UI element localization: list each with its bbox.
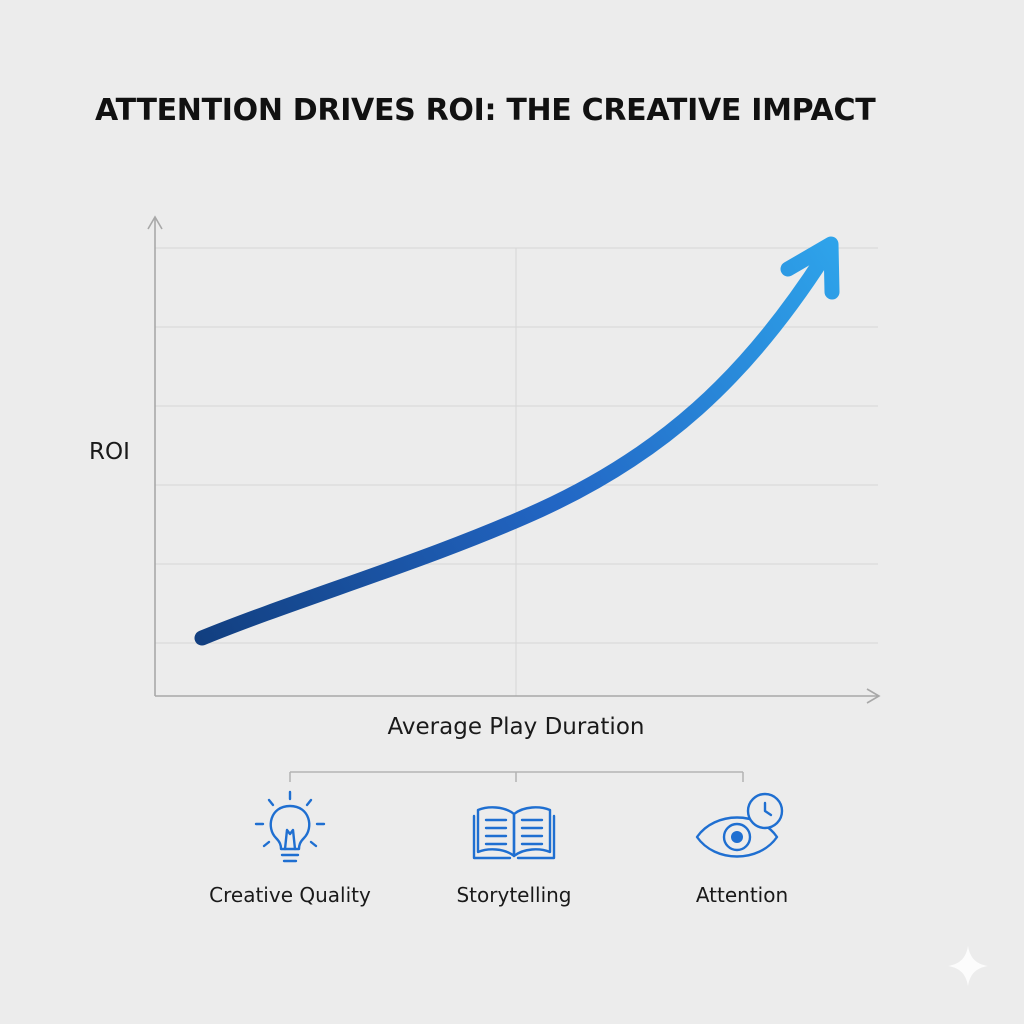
sparkle-icon bbox=[948, 946, 988, 986]
lightbulb-icon bbox=[254, 790, 326, 863]
y-axis-arrowhead bbox=[147, 215, 163, 230]
open-book-icon bbox=[472, 806, 556, 860]
trend-arrowhead bbox=[780, 236, 840, 300]
gridlines bbox=[155, 247, 878, 696]
x-axis-label: Average Play Duration bbox=[388, 714, 645, 740]
factor-label-attention: Attention bbox=[696, 883, 788, 907]
eye-clock-icon bbox=[695, 792, 784, 858]
trend-series bbox=[194, 236, 840, 646]
factor-label-creative-quality: Creative Quality bbox=[209, 883, 371, 907]
factor-label-storytelling: Storytelling bbox=[456, 883, 571, 907]
trend-line bbox=[194, 247, 833, 646]
y-axis-label: ROI bbox=[89, 439, 130, 465]
chart-title: ATTENTION DRIVES ROI: THE CREATIVE IMPAC… bbox=[95, 93, 876, 128]
factor-connector bbox=[289, 771, 744, 782]
x-axis-arrowhead bbox=[866, 688, 881, 704]
axes bbox=[147, 215, 881, 704]
